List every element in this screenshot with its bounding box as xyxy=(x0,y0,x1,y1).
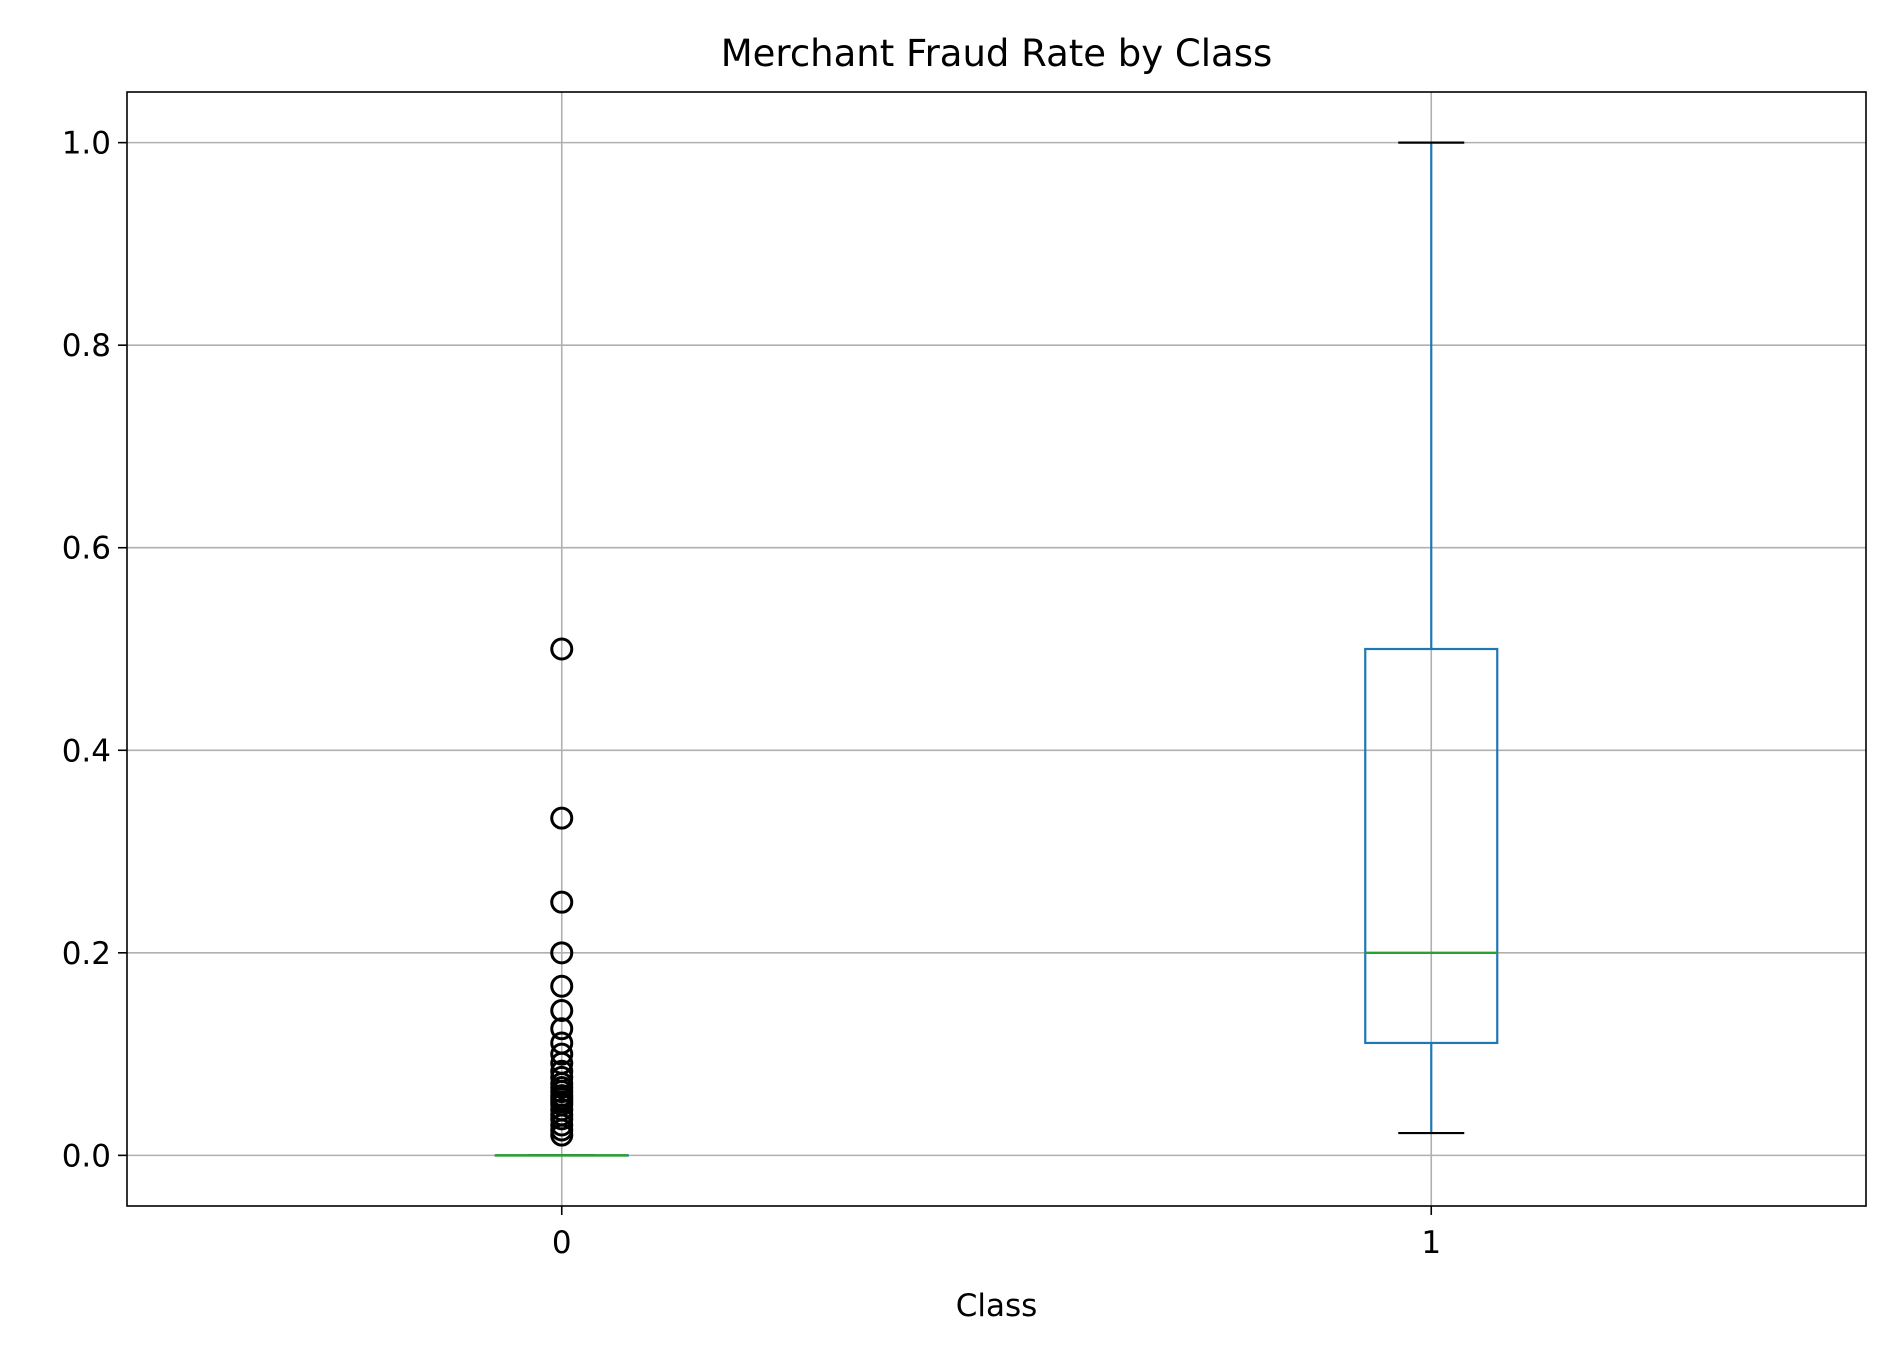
x-tick-label: 1 xyxy=(1421,1225,1441,1261)
box-layer xyxy=(494,141,1499,1157)
outlier-point xyxy=(550,637,574,661)
y-tick-label: 1.0 xyxy=(62,126,111,162)
outlier-point xyxy=(550,806,574,830)
plot-area-frame xyxy=(126,91,1867,1207)
y-tick-label: 0.0 xyxy=(62,1138,111,1174)
x-axis-label: Class xyxy=(956,1288,1038,1324)
box-group-class-1 xyxy=(1364,141,1499,1135)
outlier-point xyxy=(550,890,574,914)
outlier-point xyxy=(550,999,574,1023)
outlier-point xyxy=(550,1107,574,1131)
outlier-point xyxy=(550,1123,574,1147)
y-tick-label: 0.2 xyxy=(62,936,111,972)
y-axis: 0.0 0.2 0.4 0.6 0.8 1.0 xyxy=(62,126,127,1174)
y-tick-label: 0.4 xyxy=(62,733,111,769)
outlier-point xyxy=(550,974,574,998)
grid-lines xyxy=(127,92,1866,1206)
outlier-point xyxy=(550,941,574,965)
box-group-class-0 xyxy=(494,637,629,1157)
y-tick-label: 0.6 xyxy=(62,531,111,567)
x-tick-label: 0 xyxy=(552,1225,572,1261)
outlier-point xyxy=(550,1042,574,1066)
outlier-point xyxy=(550,1017,574,1041)
chart-title: Merchant Fraud Rate by Class xyxy=(721,32,1273,75)
box-iqr xyxy=(1364,647,1499,1045)
y-tick-label: 0.8 xyxy=(62,328,111,364)
